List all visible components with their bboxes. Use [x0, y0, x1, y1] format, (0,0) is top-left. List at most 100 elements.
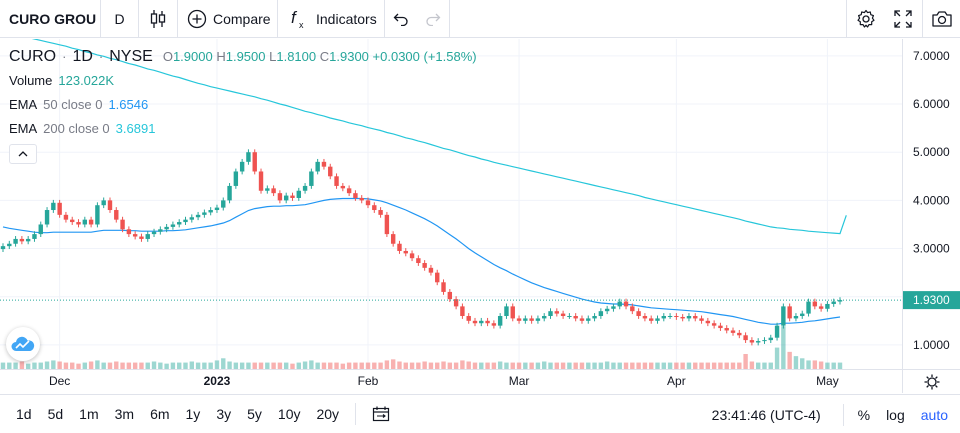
legend-dot: · [62, 49, 67, 64]
candle-body [529, 318, 534, 321]
time-tick-label: Dec [49, 374, 70, 388]
volume-bar [787, 351, 792, 369]
ema200-value: 3.6891 [115, 121, 156, 136]
candle-body [302, 185, 308, 191]
candle-body [441, 282, 446, 292]
volume-bar [372, 362, 377, 369]
volume-bar [655, 362, 660, 369]
candle-body [705, 320, 711, 324]
candle-body [57, 202, 62, 215]
volume-label: Volume [9, 73, 53, 88]
undo-icon[interactable] [393, 12, 409, 26]
range-5d-button[interactable]: 5d [47, 406, 64, 422]
redo-icon[interactable] [425, 12, 441, 26]
price-axis: 7.00006.00005.00004.00003.00002.00001.00… [903, 49, 960, 352]
symbol-legend-row[interactable]: CURO · 1D · NYSE O1.9000 H1.9500 L1.8100… [9, 45, 477, 69]
candle-body [793, 316, 799, 319]
candle-body [145, 234, 150, 239]
candle-body [132, 234, 138, 237]
axis-settings-button[interactable] [902, 369, 960, 393]
candle-body [82, 219, 88, 225]
chart-type-button[interactable] [139, 0, 178, 38]
candle-body [120, 219, 125, 230]
range-3y-button[interactable]: 3y [216, 406, 232, 422]
volume-bar [617, 362, 622, 369]
camera-icon [931, 11, 952, 27]
candle-body [315, 161, 320, 172]
candle-body [661, 316, 666, 319]
candle-body [479, 320, 484, 324]
bottom-toolbar: 1d 5d 1m 3m 6m 1y 3y 5y 10y 20y 23:41:46… [0, 394, 960, 433]
candle-body [686, 316, 692, 319]
clock-timezone[interactable]: 23:41:46 (UTC-4) [711, 406, 821, 423]
indicators-button[interactable]: f x Indicators [278, 0, 385, 38]
volume-bar [57, 361, 62, 369]
interval-button[interactable]: D [101, 0, 139, 38]
volume-bar [177, 362, 182, 369]
volume-bar [158, 362, 163, 369]
candle-body [604, 308, 610, 312]
screenshot-button[interactable] [922, 0, 960, 38]
candle-body [353, 193, 358, 198]
price-chart[interactable] [0, 31, 902, 369]
volume-bar [416, 362, 421, 369]
volume-bar [774, 347, 780, 369]
settings-button[interactable] [846, 0, 884, 38]
volume-bar [441, 361, 446, 369]
range-1y-button[interactable]: 1y [185, 406, 201, 422]
volume-bar [76, 363, 81, 369]
toolbar-right-group [846, 0, 960, 38]
volume-bar [164, 363, 169, 369]
volume-bar [82, 362, 88, 369]
range-20y-button[interactable]: 20y [316, 406, 340, 422]
candle-body [762, 340, 767, 342]
candle-body [258, 171, 264, 191]
price-scale[interactable]: 7.00006.00005.00004.00003.00002.00001.00… [902, 39, 960, 369]
candle-body [252, 152, 257, 172]
range-1m-button[interactable]: 1m [79, 406, 99, 422]
volume-bar [315, 362, 320, 369]
candle-body [649, 318, 654, 321]
fullscreen-button[interactable] [884, 0, 922, 38]
candle-body [466, 316, 471, 321]
volume-bar [598, 362, 604, 369]
candle-body [724, 328, 729, 331]
tradingview-logo[interactable] [6, 327, 40, 361]
candle-body [221, 200, 226, 208]
candle-body [38, 224, 43, 235]
range-1d-button[interactable]: 1d [16, 406, 32, 422]
range-3m-button[interactable]: 3m [114, 406, 135, 422]
log-scale-toggle[interactable]: log [886, 406, 905, 423]
volume-legend-row[interactable]: Volume 123.022K [9, 69, 477, 93]
volume-bar [737, 362, 742, 369]
volume-bar [32, 362, 37, 369]
ema50-legend-row[interactable]: EMA 50 close 0 1.6546 [9, 93, 477, 117]
candle-body [693, 316, 698, 319]
candle-body [573, 316, 578, 319]
volume-bar [95, 360, 100, 369]
percent-scale-toggle[interactable]: % [857, 406, 871, 423]
ema200-legend-row[interactable]: EMA 200 close 0 3.6891 [9, 117, 477, 141]
volume-bar [674, 362, 679, 369]
volume-bar [19, 361, 25, 369]
range-10y-button[interactable]: 10y [277, 406, 301, 422]
candle-body [560, 313, 566, 317]
candle-body [328, 166, 333, 177]
auto-scale-toggle[interactable]: auto [920, 406, 948, 423]
symbol-search-button[interactable]: CURO GROU [0, 0, 101, 38]
range-6m-button[interactable]: 6m [150, 406, 170, 422]
compare-button[interactable]: Compare [178, 0, 278, 38]
volume-bar [44, 361, 50, 369]
goto-date-button[interactable] [364, 395, 398, 433]
legend-collapse-button[interactable] [9, 144, 37, 164]
range-5y-button[interactable]: 5y [247, 406, 262, 422]
candle-body [214, 207, 220, 211]
price-tick-label: 5.0000 [913, 145, 950, 159]
volume-bar [837, 362, 843, 369]
chart-pane[interactable] [0, 31, 902, 369]
time-scale[interactable]: Dec2023FebMarAprMayJun21 [0, 369, 902, 393]
volume-bar [214, 360, 220, 369]
volume-bar [435, 362, 440, 369]
volume-bar [730, 362, 736, 369]
candle-body [107, 200, 113, 211]
